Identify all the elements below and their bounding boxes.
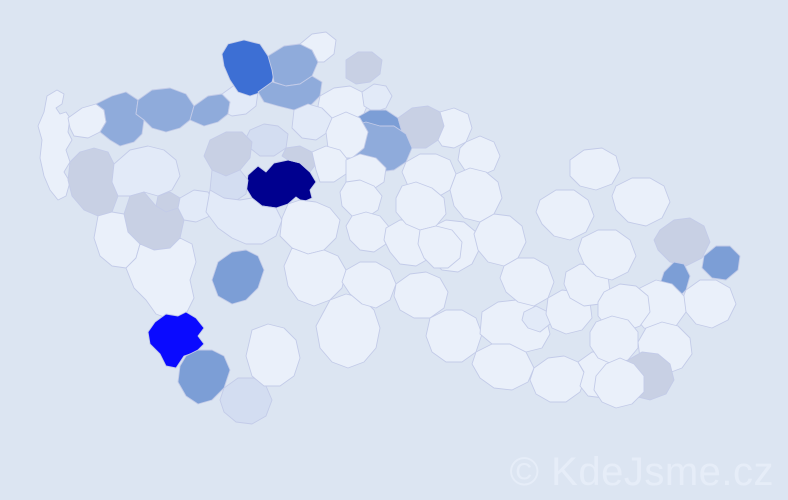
district-bruntal[interactable] bbox=[612, 178, 670, 226]
district-olomouc[interactable] bbox=[578, 230, 636, 280]
district-decin[interactable] bbox=[258, 76, 322, 110]
district-benesov[interactable] bbox=[280, 200, 340, 254]
district-jesenik[interactable] bbox=[570, 148, 620, 190]
district-tabor[interactable] bbox=[284, 248, 346, 306]
district-trebic[interactable] bbox=[426, 310, 482, 362]
district-prachatice[interactable] bbox=[178, 350, 230, 404]
district-praha[interactable] bbox=[282, 146, 316, 172]
district-liberec[interactable] bbox=[346, 52, 382, 84]
district-ceske-budejovice[interactable] bbox=[246, 324, 300, 386]
district-kutna-hora[interactable] bbox=[346, 212, 390, 252]
district-mlada-boleslav[interactable] bbox=[326, 112, 368, 158]
district-usti-nad-labem[interactable] bbox=[300, 32, 336, 62]
district-sumperk[interactable] bbox=[536, 190, 594, 240]
district-chomutov[interactable] bbox=[136, 88, 194, 132]
district-breclav[interactable] bbox=[530, 356, 586, 402]
district-jablonec-nad-nisou[interactable] bbox=[362, 84, 392, 112]
district-klatovy[interactable] bbox=[126, 238, 196, 320]
district-brno-mesto[interactable] bbox=[522, 306, 550, 332]
district-plzen-sever[interactable] bbox=[112, 146, 180, 196]
district-karvina[interactable] bbox=[702, 246, 740, 280]
district-karlovy-vary[interactable] bbox=[96, 92, 144, 146]
district-uherske-hradiste[interactable] bbox=[594, 358, 644, 408]
district-opava[interactable] bbox=[654, 218, 710, 266]
district-nachod[interactable] bbox=[438, 108, 472, 148]
district-layer[interactable] bbox=[38, 32, 740, 424]
district-pelhrimov[interactable] bbox=[342, 262, 396, 308]
district-pribram[interactable] bbox=[206, 190, 282, 244]
district-rakovnik[interactable] bbox=[204, 132, 252, 176]
district-chrudim[interactable] bbox=[418, 226, 462, 268]
district-cesky-krumlov[interactable] bbox=[220, 378, 272, 424]
district-pisek[interactable] bbox=[212, 250, 264, 304]
district-kromeriz[interactable] bbox=[590, 316, 638, 364]
district-jihlava[interactable] bbox=[394, 272, 448, 318]
